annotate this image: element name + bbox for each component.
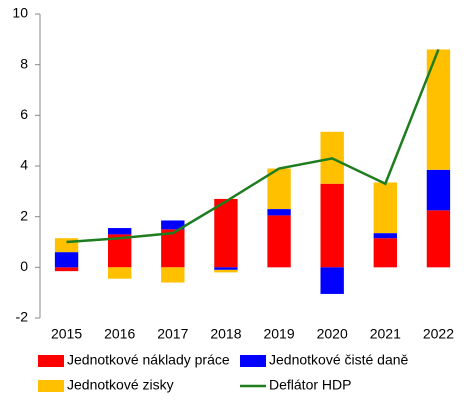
- y-tick-label: 0: [20, 258, 28, 274]
- bar-segment: [214, 269, 238, 273]
- legend-swatch: [38, 355, 64, 367]
- bar-segment: [214, 198, 238, 268]
- y-tick-label: 10: [12, 5, 28, 21]
- bar-segment: [108, 228, 132, 235]
- x-tick-label: 2020: [317, 326, 348, 342]
- bar-segment: [373, 238, 397, 268]
- legend-label: Jednotkové náklady práce: [67, 352, 230, 368]
- bar-segment: [54, 252, 79, 268]
- legend-swatch: [38, 380, 64, 392]
- x-tick-label: 2018: [210, 326, 241, 342]
- legend-label: Deflátor HDP: [269, 377, 351, 393]
- x-tick-label: 2016: [104, 326, 135, 342]
- legend-label: Jednotkové zisky: [67, 377, 174, 393]
- bar-segment: [161, 267, 185, 283]
- line-series: [66, 49, 440, 244]
- y-tick-label: 4: [20, 157, 28, 173]
- bar-segment: [426, 49, 451, 170]
- bar-segment: [108, 234, 132, 268]
- bar-segment: [426, 210, 451, 268]
- x-tick-label: 2019: [263, 326, 294, 342]
- legend-label: Jednotkové čisté daně: [269, 352, 409, 368]
- bar-segment: [320, 183, 344, 268]
- bar-segment: [54, 267, 79, 272]
- bar-segment: [320, 267, 344, 294]
- x-tick-label: 2021: [370, 326, 401, 342]
- bar-segment: [373, 233, 397, 239]
- bar-segment: [373, 182, 397, 234]
- legend-swatch: [240, 355, 266, 367]
- bar-segment: [214, 267, 238, 270]
- x-tick-label: 2015: [51, 326, 82, 342]
- bar-segment: [161, 229, 185, 268]
- bar-segment: [267, 209, 291, 216]
- x-tick-label: 2022: [423, 326, 454, 342]
- y-tick-label: 6: [20, 106, 28, 122]
- y-tick-label: 2: [20, 207, 28, 223]
- y-tick-label: 8: [20, 55, 28, 71]
- bar-segment: [426, 169, 451, 211]
- bar-segment: [108, 267, 132, 279]
- bar-segment: [267, 168, 291, 210]
- bar-segment: [267, 215, 291, 268]
- x-tick-label: 2017: [157, 326, 188, 342]
- bar-segment: [161, 220, 185, 230]
- y-tick-label: -2: [16, 309, 29, 325]
